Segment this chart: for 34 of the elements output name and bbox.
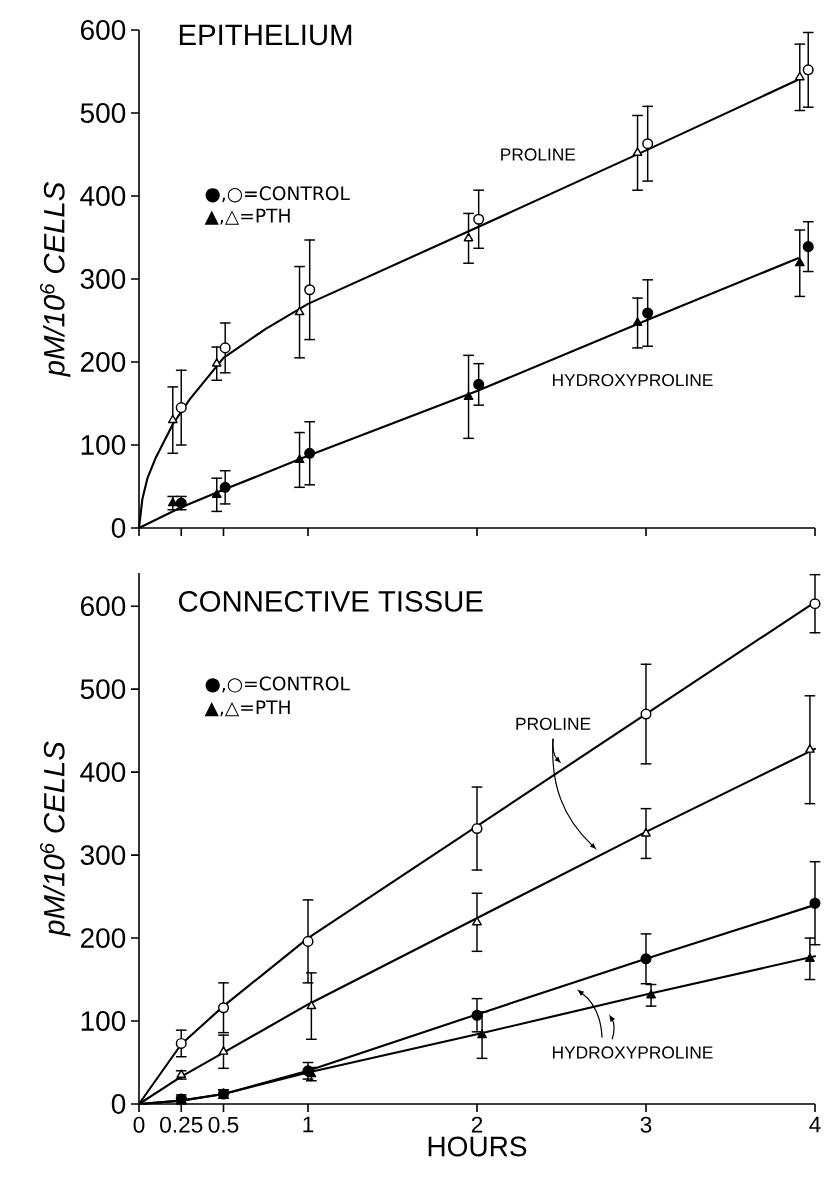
y-tick-label: 400 — [80, 762, 126, 783]
x-tick-label: 0.25 — [160, 1116, 203, 1133]
y-tick-label: 0 — [111, 518, 126, 538]
x-axis-title: HOURS — [428, 1136, 527, 1157]
y-tick-label: 600 — [80, 596, 126, 617]
y-tick-label: 400 — [80, 186, 126, 206]
x-tick-label: 0.5 — [208, 1116, 239, 1133]
x-tick-label: 3 — [640, 1116, 652, 1133]
y-tick-label: 200 — [80, 928, 126, 948]
annotation: HYDROXYPROLINE — [552, 373, 713, 387]
y-tick-label: 500 — [80, 103, 126, 123]
y-axis-title: pM/10$^{6}$ CELLS — [39, 181, 71, 378]
annotation: ▲,△=PTH — [204, 208, 290, 225]
y-tick-label: 300 — [80, 845, 126, 865]
chart-title: EPITHELIUM — [179, 24, 352, 46]
x-tick-label: 0 — [133, 1116, 145, 1133]
annotation: ▲,△=PTH — [204, 700, 290, 717]
y-tick-label: 100 — [81, 1011, 126, 1031]
y-tick-label: 500 — [80, 679, 126, 700]
x-tick-label: 2 — [471, 1116, 483, 1133]
annotation: PROLINE — [501, 148, 576, 161]
y-tick-label: 600 — [80, 20, 126, 40]
annotation: HYDROXYPROLINE — [552, 1046, 713, 1059]
x-tick-label: 4 — [809, 1116, 821, 1133]
y-tick-label: 300 — [80, 269, 126, 289]
y-axis-title: pM/10$^{6}$ CELLS — [39, 741, 71, 937]
y-tick-label: 200 — [80, 352, 126, 372]
x-tick-label: 1 — [303, 1116, 314, 1133]
y-tick-label: 0 — [111, 1094, 126, 1114]
annotation: PROLINE — [516, 717, 591, 730]
chart-title: CONNECTIVE TISSUE — [179, 590, 483, 612]
y-tick-label: 100 — [81, 435, 126, 455]
annotation: ●,○=CONTROL — [205, 186, 350, 203]
annotation: ●,○=CONTROL — [205, 676, 350, 693]
